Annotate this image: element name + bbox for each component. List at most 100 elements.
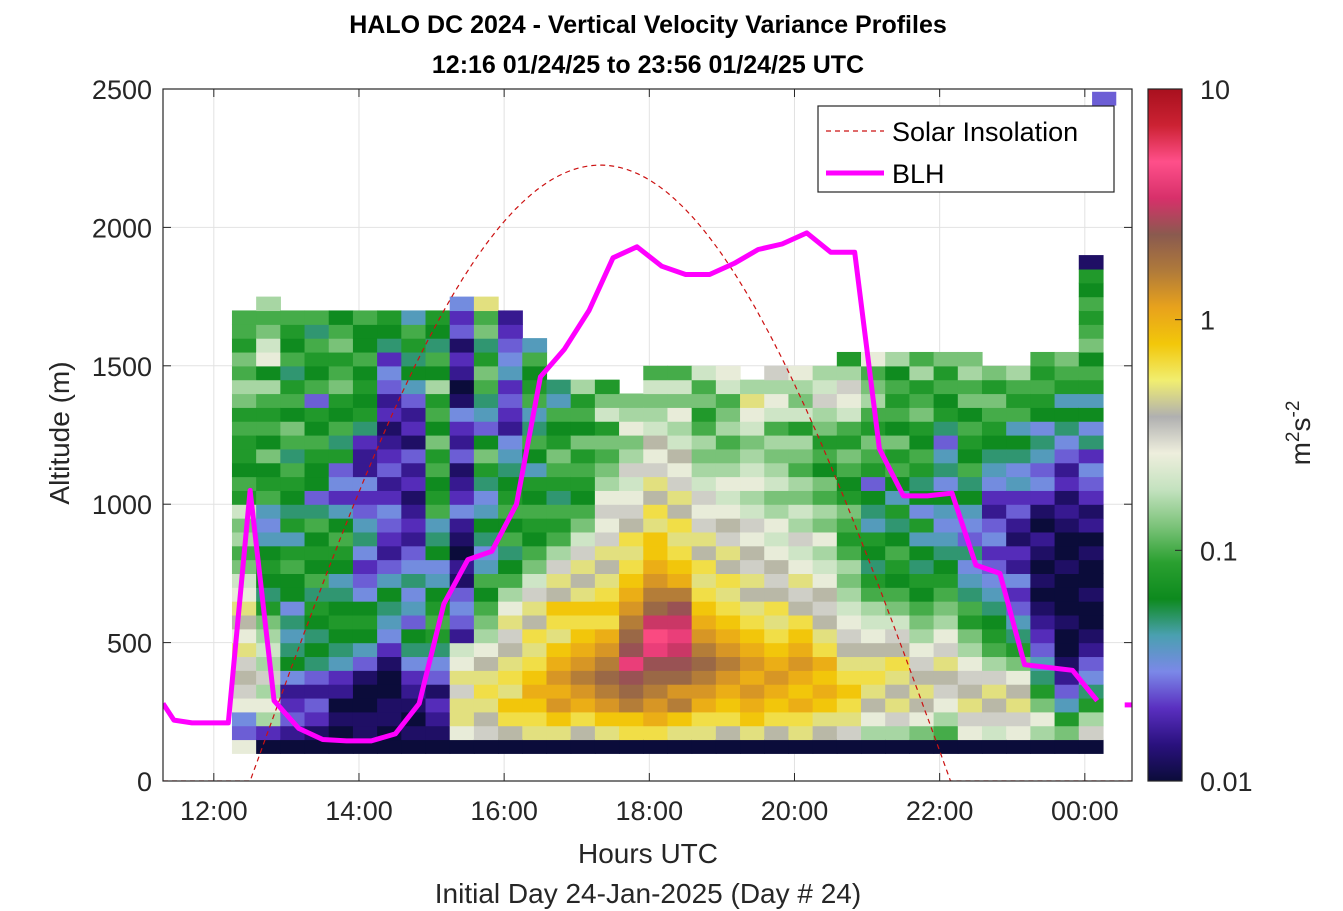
heatmap-cell bbox=[328, 573, 354, 588]
heatmap-cell bbox=[1078, 587, 1104, 602]
heatmap-cell bbox=[425, 559, 451, 574]
heatmap-cell bbox=[812, 573, 838, 588]
heatmap-cell bbox=[498, 379, 523, 395]
heatmap-cell bbox=[546, 670, 572, 685]
heatmap-cell bbox=[885, 365, 910, 381]
heatmap-cell bbox=[280, 324, 306, 339]
heatmap-cell bbox=[304, 573, 330, 588]
heatmap-cell bbox=[498, 601, 523, 616]
heatmap-cell bbox=[667, 476, 693, 491]
heatmap-cell bbox=[473, 573, 499, 588]
heatmap-cell bbox=[570, 379, 596, 395]
heatmap-cell bbox=[473, 697, 499, 713]
heatmap-cell bbox=[473, 407, 499, 422]
heatmap-cell bbox=[1078, 504, 1104, 519]
heatmap-cell bbox=[933, 614, 959, 630]
heatmap-cell bbox=[1006, 462, 1031, 478]
heatmap-cell bbox=[522, 462, 548, 478]
y-axis-label: Altitude (m) bbox=[44, 361, 75, 504]
heatmap-cell bbox=[957, 573, 983, 588]
x-axis-label: Hours UTC bbox=[578, 838, 718, 869]
heatmap-cell bbox=[715, 531, 741, 547]
heatmap-cell bbox=[981, 725, 1007, 741]
heatmap-cell bbox=[546, 531, 572, 547]
heatmap-cell bbox=[619, 531, 644, 547]
heatmap-cell bbox=[377, 462, 402, 478]
heatmap-cell bbox=[933, 518, 959, 533]
heatmap-cell bbox=[715, 518, 741, 533]
heatmap-cell bbox=[449, 614, 475, 630]
heatmap-cell bbox=[643, 656, 669, 671]
heatmap-cell bbox=[401, 338, 427, 353]
blh-line bbox=[163, 230, 1100, 744]
heatmap-cell bbox=[1030, 559, 1056, 574]
heatmap-cell bbox=[546, 407, 572, 422]
heatmap-cell bbox=[425, 587, 451, 602]
heatmap-cell bbox=[304, 739, 330, 754]
heatmap-cell bbox=[740, 448, 765, 464]
heatmap-cell bbox=[885, 670, 910, 685]
heatmap-cell bbox=[546, 545, 572, 561]
heatmap-cell bbox=[352, 587, 378, 602]
heatmap-cell bbox=[256, 448, 281, 464]
heatmap-cell bbox=[643, 711, 669, 727]
heatmap-cell bbox=[231, 435, 257, 450]
x-axis-ticks: 12:00 14:00 16:00 18:00 20:00 22:00 00:00 bbox=[180, 89, 1119, 826]
heatmap-cell bbox=[401, 670, 427, 685]
heatmap-cell bbox=[570, 531, 596, 547]
heatmap-cell bbox=[231, 338, 257, 353]
heatmap-cell bbox=[231, 601, 257, 616]
heatmap-cell bbox=[473, 518, 499, 533]
heatmap-cell bbox=[691, 462, 717, 478]
heatmap-cell bbox=[352, 628, 378, 644]
heatmap-cell bbox=[836, 656, 862, 671]
heatmap-cell bbox=[256, 614, 281, 630]
heatmap-cell bbox=[594, 476, 620, 491]
heatmap-cell bbox=[836, 559, 862, 574]
heatmap-cell bbox=[401, 462, 427, 478]
heatmap-cell bbox=[981, 697, 1007, 713]
colorbar-tick-label: 10 bbox=[1200, 75, 1230, 105]
heatmap-cell bbox=[522, 656, 548, 671]
heatmap-cell bbox=[449, 601, 475, 616]
heatmap-cell bbox=[1078, 642, 1104, 658]
heatmap-cell bbox=[498, 697, 523, 713]
heatmap-cell bbox=[1078, 462, 1104, 478]
heatmap-cell bbox=[715, 407, 741, 422]
heatmap-cell bbox=[740, 684, 765, 699]
heatmap-cell bbox=[1006, 518, 1031, 533]
heatmap-cell bbox=[377, 504, 402, 519]
heatmap-cell bbox=[788, 642, 814, 658]
heatmap-cell bbox=[473, 711, 499, 727]
heatmap-cell bbox=[280, 379, 306, 395]
heatmap-cell bbox=[643, 490, 669, 505]
heatmap-cell bbox=[764, 421, 790, 436]
heatmap-cell bbox=[643, 462, 669, 478]
heatmap-cell bbox=[522, 490, 548, 505]
heatmap-cell bbox=[836, 587, 862, 602]
heatmap-cell bbox=[328, 490, 354, 505]
heatmap-cell bbox=[788, 545, 814, 561]
heatmap-cell bbox=[352, 379, 378, 395]
heatmap-cell bbox=[957, 504, 983, 519]
heatmap-cell bbox=[812, 407, 838, 422]
heatmap-cell bbox=[957, 421, 983, 436]
heatmap-cell bbox=[304, 476, 330, 491]
heatmap-cell bbox=[498, 642, 523, 658]
heatmap-cell bbox=[377, 448, 402, 464]
plot-frame bbox=[162, 88, 1133, 782]
heatmap-cell bbox=[522, 642, 548, 658]
heatmap-cell bbox=[764, 504, 790, 519]
heatmap-cell bbox=[1054, 448, 1080, 464]
heatmap-cell bbox=[377, 642, 402, 658]
heatmap-cell bbox=[667, 365, 693, 381]
heatmap-cell bbox=[522, 697, 548, 713]
heatmap-cell bbox=[256, 365, 281, 381]
heatmap-cell bbox=[1006, 435, 1031, 450]
heatmap-cell bbox=[885, 448, 910, 464]
heatmap-cell bbox=[836, 601, 862, 616]
heatmap-cell bbox=[401, 739, 427, 754]
heatmap-cell bbox=[1030, 587, 1056, 602]
heatmap-cell bbox=[1078, 518, 1104, 533]
heatmap-cell bbox=[885, 393, 910, 408]
